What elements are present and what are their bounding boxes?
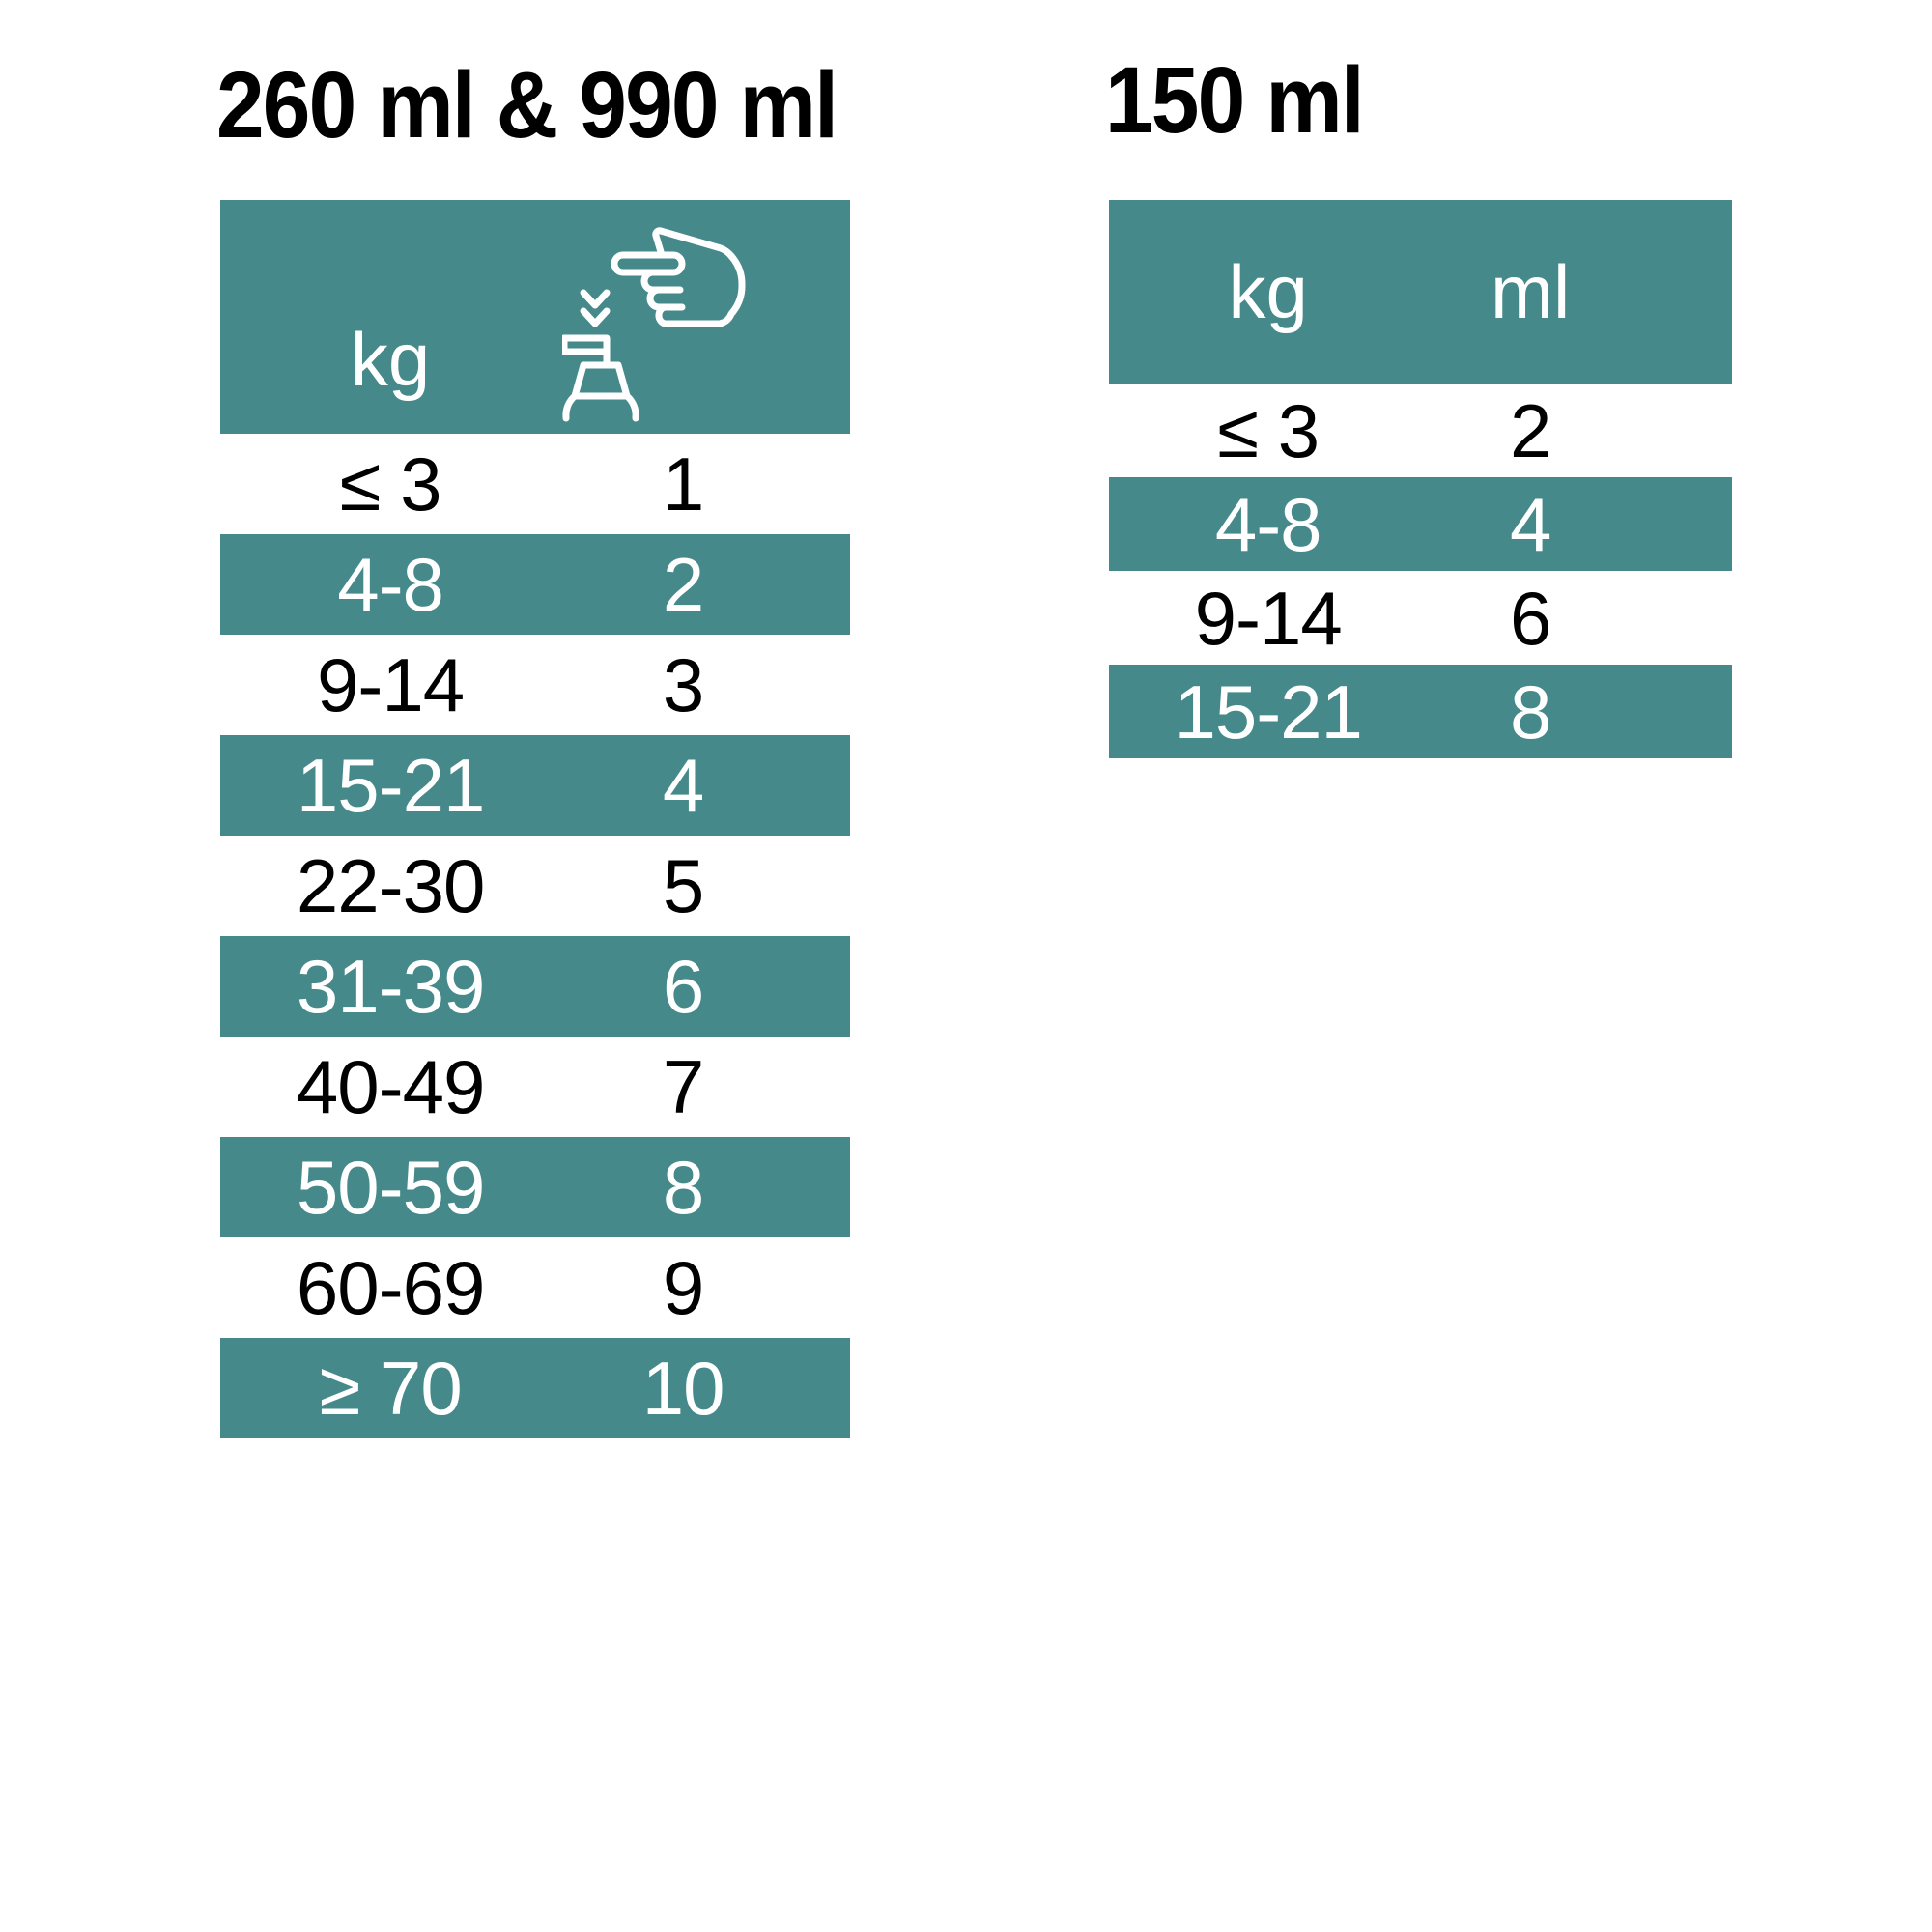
cell-dose-amount: 2 <box>1509 387 1551 473</box>
column-header-kg: kg <box>350 317 431 402</box>
table-row: 4-8 2 <box>220 534 850 635</box>
cell-dose-amount: 6 <box>1509 575 1551 661</box>
dosing-table-260-990: kg <box>220 200 850 1438</box>
cell-weight-range: 15-21 <box>1174 668 1363 754</box>
dosing-table-150: kg ml ≤ 3 2 4-8 4 9-14 6 15-21 8 <box>1109 200 1732 758</box>
table-row: ≤ 3 2 <box>1109 384 1732 477</box>
table-row: 50-59 8 <box>220 1137 850 1237</box>
column-header-ml: ml <box>1491 249 1571 334</box>
cell-dose-amount: 7 <box>662 1044 704 1129</box>
cell-weight-range: ≤ 3 <box>1217 387 1320 473</box>
table-row: 40-49 7 <box>220 1037 850 1137</box>
table-row: ≥ 70 10 <box>220 1338 850 1438</box>
cell-weight-range: 9-14 <box>317 642 465 727</box>
cell-weight-range: 40-49 <box>296 1044 486 1129</box>
cell-dose-amount: 8 <box>1509 668 1551 754</box>
panel-title-150: 150 ml <box>1105 47 1365 153</box>
cell-weight-range: 22-30 <box>296 843 486 928</box>
table-body-150: ≤ 3 2 4-8 4 9-14 6 15-21 8 <box>1109 384 1732 758</box>
cell-dose-amount: 5 <box>662 843 704 928</box>
table-row: ≤ 3 1 <box>220 434 850 534</box>
pump-dispenser-hand-press-icon <box>562 212 746 422</box>
cell-dose-amount: 4 <box>1509 481 1551 567</box>
table-body-260-990: ≤ 3 1 4-8 2 9-14 3 15-21 4 22-30 5 31-39 6 40-49 7 50-… <box>220 434 850 1438</box>
dosing-table-panel-260-990: 260 ml & 990 ml kg <box>216 58 850 1438</box>
cell-weight-range: 4-8 <box>337 542 444 627</box>
table-row: 9-14 6 <box>1109 571 1732 665</box>
table-row: 9-14 3 <box>220 635 850 735</box>
table-row: 60-69 9 <box>220 1237 850 1338</box>
cell-weight-range: ≥ 70 <box>319 1346 462 1431</box>
cell-dose-amount: 2 <box>662 542 704 627</box>
table-row: 15-21 4 <box>220 735 850 836</box>
cell-dose-amount: 4 <box>662 743 704 828</box>
table-row: 31-39 6 <box>220 936 850 1037</box>
cell-weight-range: 4-8 <box>1214 481 1322 567</box>
cell-weight-range: 9-14 <box>1194 575 1343 661</box>
column-header-kg: kg <box>1228 249 1308 334</box>
cell-weight-range: ≤ 3 <box>339 441 442 526</box>
table-header-150: kg ml <box>1109 200 1732 384</box>
panel-title-260-990: 260 ml & 990 ml <box>216 52 838 157</box>
table-row: 4-8 4 <box>1109 477 1732 571</box>
cell-weight-range: 31-39 <box>296 944 486 1029</box>
cell-dose-amount: 1 <box>662 441 704 526</box>
cell-weight-range: 15-21 <box>296 743 486 828</box>
table-row: 22-30 5 <box>220 836 850 936</box>
cell-dose-amount: 3 <box>662 642 704 727</box>
dosing-table-panel-150: 150 ml kg ml ≤ 3 2 4-8 4 9-14 6 15-21 8 <box>1105 53 1732 758</box>
cell-dose-amount: 8 <box>662 1145 704 1230</box>
cell-weight-range: 60-69 <box>296 1245 486 1330</box>
table-header-260-990: kg <box>220 200 850 434</box>
table-row: 15-21 8 <box>1109 665 1732 758</box>
cell-dose-amount: 10 <box>641 1346 725 1431</box>
cell-dose-amount: 6 <box>662 944 704 1029</box>
cell-dose-amount: 9 <box>662 1245 704 1330</box>
cell-weight-range: 50-59 <box>296 1145 486 1230</box>
